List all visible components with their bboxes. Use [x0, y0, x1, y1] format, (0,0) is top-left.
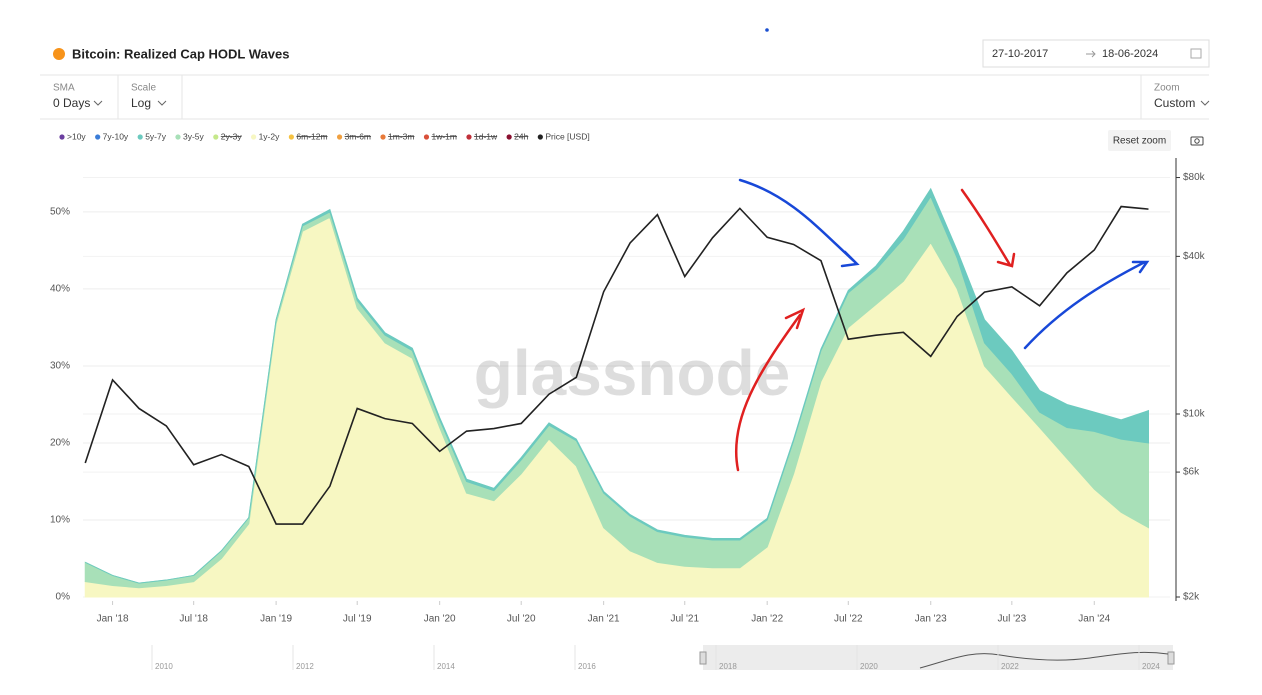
annotation-arrow [738, 178, 860, 268]
camera-lens [1194, 138, 1200, 144]
y-tick-label: 10% [50, 515, 70, 526]
y2-tick-label: $2k [1183, 592, 1200, 603]
navigator-line [919, 651, 1169, 669]
navigator-label: 2022 [1001, 662, 1019, 671]
legend-dot[interactable] [506, 134, 512, 140]
y-tick-label: 50% [50, 207, 70, 218]
legend-dot[interactable] [95, 134, 101, 140]
legend-dot[interactable] [537, 134, 543, 140]
legend-dot[interactable] [250, 134, 257, 140]
x-tick-label: Jul '22 [834, 614, 863, 625]
legend-label[interactable]: 3m-6m [345, 131, 371, 141]
scale-select[interactable]: Log [131, 96, 151, 110]
sma-label: SMA [53, 83, 75, 94]
y-tick-label: 20% [50, 438, 70, 449]
legend-label[interactable]: 24h [514, 131, 528, 141]
plot: 0% 10% 20% 30% 40% 50% $2k $6k $10k $40k $80k Jan '… [50, 131, 1206, 624]
arrow-icon [1086, 50, 1096, 58]
reset-zoom-label[interactable]: Reset zoom [1113, 136, 1166, 147]
legend-dot[interactable] [59, 134, 65, 140]
navigator-labels: 2010 2012 2014 2016 2018 2020 2022 2024 [151, 645, 1160, 671]
x-tick-label: Jan '22 [751, 614, 783, 625]
legend-label[interactable]: >10y [67, 131, 86, 141]
legend-label[interactable]: 5y-7y [145, 131, 167, 141]
legend-label[interactable]: 2y-3y [221, 131, 243, 141]
chevron [1200, 100, 1210, 106]
x-tick-label: Jan '19 [260, 614, 292, 625]
x-tick-label: Jul '21 [670, 614, 699, 625]
navigator-label: 2010 [155, 662, 173, 671]
y2-tick-label: $40k [1183, 251, 1206, 262]
sma-select[interactable]: 0 Days [53, 96, 90, 110]
legend-dot[interactable] [380, 134, 386, 140]
x-tick-label: Jul '18 [179, 614, 208, 625]
legend-label[interactable]: Price [USD] [545, 131, 589, 141]
watermark: glassnode [474, 337, 791, 409]
navigator-handle[interactable] [1167, 651, 1175, 665]
x-tick-label: Jul '23 [998, 614, 1027, 625]
legend-dot[interactable] [213, 134, 219, 140]
x-tick-label: Jul '20 [507, 614, 536, 625]
y-tick-label: 0% [56, 592, 71, 603]
y2-tick-label: $80k [1183, 172, 1206, 183]
x-tick-label: Jan '20 [424, 614, 456, 625]
camera-icon[interactable] [1190, 136, 1204, 146]
x-tick-label: Jul '19 [343, 614, 372, 625]
date-from[interactable]: 27-10-2017 [992, 48, 1048, 60]
date-range[interactable] [982, 39, 1210, 68]
chevron [93, 100, 103, 106]
legend-dot[interactable] [175, 134, 181, 140]
legend-label[interactable]: 1y-2y [259, 131, 281, 141]
legend-label[interactable]: 1w-1m [431, 131, 457, 141]
legend-label[interactable]: 7y-10y [103, 131, 129, 141]
navigator-label: 2018 [719, 662, 737, 671]
legend-label[interactable]: 3y-5y [183, 131, 205, 141]
bitcoin-icon [53, 48, 65, 60]
legend-dot[interactable] [288, 134, 294, 140]
annotation-arrow [1023, 260, 1150, 350]
price-line [84, 205, 1149, 525]
annotation-arrow [734, 307, 806, 472]
scale-label: Scale [131, 83, 156, 94]
y2-tick-label: $6k [1183, 467, 1200, 478]
navigator-label: 2016 [578, 662, 596, 671]
dot [765, 28, 769, 32]
date-to[interactable]: 18-06-2024 [1102, 48, 1158, 60]
x-tick-label: Jan '23 [915, 614, 947, 625]
x-tick-label: Jan '24 [1078, 614, 1110, 625]
legend-label[interactable]: 1m-3m [388, 131, 414, 141]
y-tick-label: 30% [50, 361, 70, 372]
navigator-selection[interactable] [703, 645, 1173, 670]
navigator-label: 2014 [437, 662, 455, 671]
x-tick-label: Jan '18 [97, 614, 129, 625]
calendar-icon[interactable] [1190, 48, 1202, 59]
area [85, 187, 1149, 584]
legend-label[interactable]: 1d-1w [474, 131, 498, 141]
navigator-label: 2020 [860, 662, 878, 671]
x-tick-label: Jan '21 [588, 614, 620, 625]
legend-dot[interactable] [336, 134, 343, 140]
annotations [734, 178, 1150, 472]
chevron [157, 100, 167, 106]
reset-zoom-button[interactable] [1108, 130, 1171, 151]
legend-label[interactable]: 6m-12m [296, 131, 327, 141]
annotation-arrow [960, 188, 1016, 268]
navigator-handle[interactable] [699, 651, 707, 665]
y2-tick-label: $10k [1183, 409, 1206, 420]
legend-dot[interactable] [466, 134, 472, 140]
zoom-select[interactable]: Custom [1154, 96, 1195, 110]
legend-dot[interactable] [423, 134, 430, 140]
y-tick-label: 40% [50, 284, 70, 295]
navigator-label: 2024 [1142, 662, 1160, 671]
chart-title: Bitcoin: Realized Cap HODL Waves [72, 46, 289, 61]
zoom-label: Zoom [1154, 83, 1180, 94]
navigator-label: 2012 [296, 662, 314, 671]
legend-dot[interactable] [137, 134, 143, 140]
